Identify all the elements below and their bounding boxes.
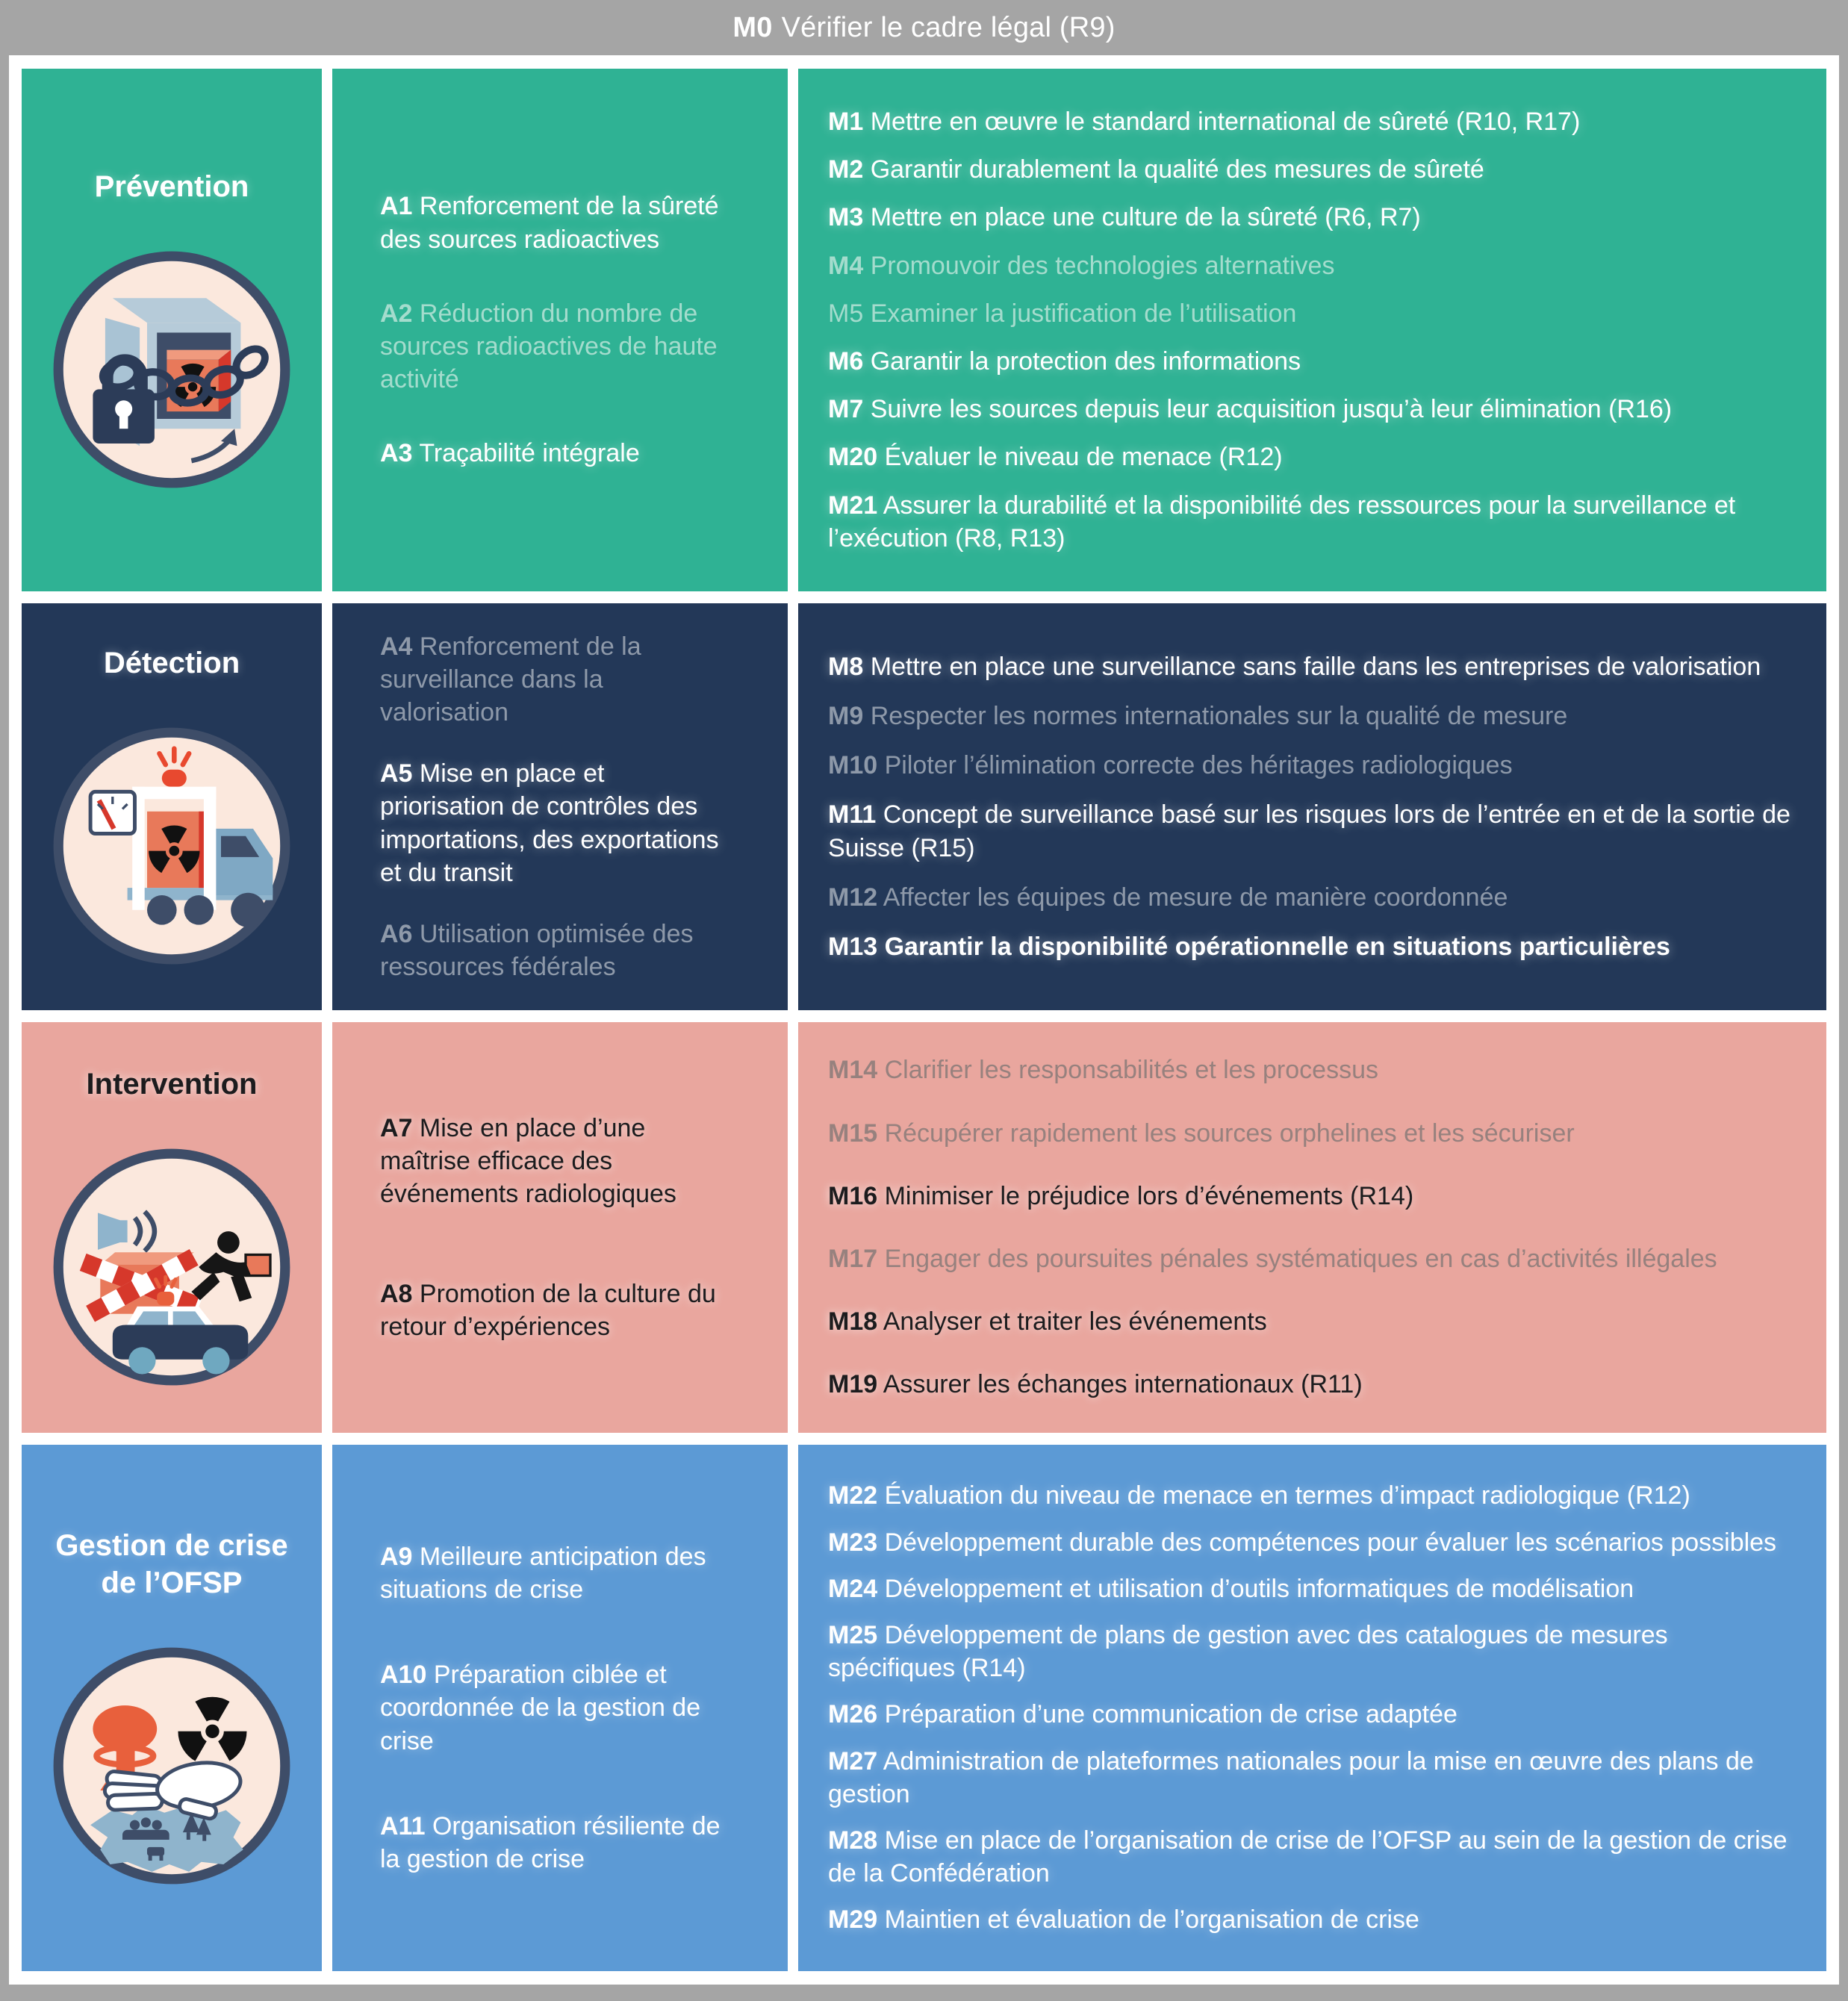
detection-measures-column: M8 Mettre en place une surveillance sans… [798,603,1826,1010]
measure-M19: M19 Assurer les échanges internationaux … [828,1370,1363,1399]
measure-M26: M26 Préparation d’une communication de c… [828,1700,1457,1729]
measure-M21: M21 Assurer la durabilité et la disponib… [828,491,1736,553]
row-prevention: Prévention [22,69,1826,591]
measure-M11: M11 Concept de surveillance basé sur les… [828,800,1791,862]
measure-M9: M9 Respecter les normes internationales … [828,702,1568,731]
row-title-detection: Détection [103,647,240,679]
measure-M16: M16 Minimiser le préjudice lors d’événem… [828,1181,1414,1210]
measure-M1: M1 Mettre en œuvre le standard internati… [828,108,1581,137]
crisis-measures-column: M22 Évaluation du niveau de menace en te… [798,1445,1826,1971]
measure-M2: M2 Garantir durablement la qualité des m… [828,155,1484,184]
detection-axes-column: A4 Renforcement de la surveillance dans … [332,603,788,1010]
measure-M18: M18 Analyser et traiter les événements [828,1307,1267,1336]
measure-M28: M28 Mise en place de l’organisation de c… [828,1826,1788,1888]
axis-A9: A9 Meilleure anticipation des situations… [380,1542,706,1605]
header-bar: M0 Vérifier le cadre légal (R9) [0,0,1848,55]
infographic-canvas: Prévention [9,55,1839,1985]
measure-M4: M4 Promouvoir des technologies alternati… [828,251,1335,280]
row-title-intervention: Intervention [86,1067,258,1101]
measure-M8: M8 Mettre en place une surveillance sans… [828,652,1761,681]
measure-M17: M17 Engager des poursuites pénales systé… [828,1245,1717,1273]
axis-A6: A6 Utilisation optimisée des ressources … [380,919,694,982]
measure-M13: M13 Garantir la disponibilité opérationn… [828,932,1670,961]
axis-A10: A10 Préparation ciblée et coordonnée de … [380,1661,701,1755]
measure-M24: M24 Développement et utilisation d’outil… [828,1574,1634,1603]
measure-M27: M27 Administration de plateformes nation… [828,1746,1754,1808]
crisis-management-icon [53,1647,290,1885]
axis-A7: A7 Mise en place d’une maîtrise efficace… [380,1113,676,1208]
prevention-axes-column: A1 Renforcement de la sûreté des sources… [332,69,788,591]
detection-truck-icon [53,727,290,965]
m0-label: M0 [732,11,773,43]
measure-M6: M6 Garantir la protection des informatio… [828,347,1301,376]
police-response-icon [53,1148,290,1385]
axis-A4: A4 Renforcement de la surveillance dans … [380,632,641,727]
detection-label-cell: Détection [22,603,322,1010]
intervention-measures-column: M14 Clarifier les responsabilités et les… [798,1022,1826,1433]
measure-M15: M15 Récupérer rapidement les sources orp… [828,1118,1575,1148]
measure-M20: M20 Évaluer le niveau de menace (R12) [828,443,1283,472]
row-title-prevention: Prévention [94,169,249,203]
prevention-measures-column: M1 Mettre en œuvre le standard internati… [798,69,1826,591]
row-title-crisis: Gestion de crise de l’OFSP [55,1529,288,1599]
measure-M10: M10 Piloter l’élimination correcte des h… [828,751,1513,780]
measure-M14: M14 Clarifier les responsabilités et les… [828,1056,1378,1085]
measure-M29: M29 Maintien et évaluation de l’organisa… [828,1905,1419,1935]
measure-M25: M25 Développement de plans de gestion av… [828,1621,1668,1683]
axis-A2: A2 Réduction du nombre de sources radioa… [380,299,718,394]
measure-M23: M23 Développement durable des compétence… [828,1528,1777,1557]
measure-M3: M3 Mettre en place une culture de la sûr… [828,203,1421,232]
intervention-axes-column: A7 Mise en place d’une maîtrise efficace… [332,1022,788,1433]
crisis-label-cell: Gestion de crise de l’OFSP [22,1445,322,1971]
measure-M5: M5 Examiner la justification de l’utilis… [828,299,1297,328]
axis-A5: A5 Mise en place et priorisation de cont… [380,759,719,887]
row-crisis: Gestion de crise de l’OFSP [22,1445,1826,1971]
measure-M12: M12 Affecter les équipes de mesure de ma… [828,883,1508,912]
axis-A3: A3 Traçabilité intégrale [380,439,640,468]
intervention-label-cell: Intervention [22,1022,322,1433]
measure-M7: M7 Suivre les sources depuis leur acquis… [828,395,1673,424]
axis-A8: A8 Promotion de la culture du retour d’e… [380,1280,716,1342]
axis-A1: A1 Renforcement de la sûreté des sources… [380,192,719,254]
safe-chain-lock-icon [53,251,290,488]
row-detection: Détection [22,603,1826,1010]
m0-text: Vérifier le cadre légal (R9) [781,11,1116,43]
crisis-axes-column: A9 Meilleure anticipation des situations… [332,1445,788,1971]
measure-M22: M22 Évaluation du niveau de menace en te… [828,1481,1690,1510]
axis-A11: A11 Organisation résiliente de la gestio… [380,1811,721,1873]
row-intervention: Intervention [22,1022,1826,1433]
prevention-label-cell: Prévention [22,69,322,591]
